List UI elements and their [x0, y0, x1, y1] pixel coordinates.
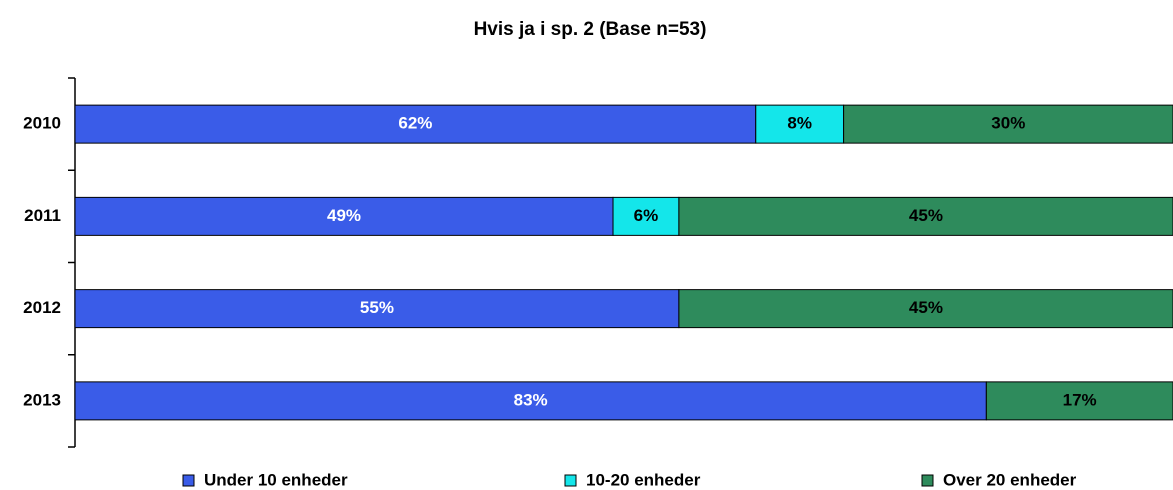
bar-segment — [612, 196, 680, 236]
data-label: 6% — [634, 206, 659, 225]
data-label: 55% — [360, 298, 394, 317]
data-label: 62% — [398, 114, 432, 133]
bar-segment — [985, 381, 1173, 421]
legend-swatch — [921, 474, 934, 487]
legend-swatch — [182, 474, 195, 487]
legend-label: 10-20 enheder — [586, 470, 701, 489]
legend-label: Under 10 enheder — [204, 470, 348, 489]
data-label: 83% — [514, 390, 548, 409]
data-label: 17% — [1063, 390, 1097, 409]
bar-segment — [74, 289, 680, 329]
y-tick-label: 2012 — [23, 298, 61, 317]
data-label: 8% — [787, 114, 812, 133]
chart-title: Hvis ja i sp. 2 (Base n=53) — [474, 19, 707, 40]
data-label: 49% — [327, 206, 361, 225]
y-tick-label: 2013 — [23, 390, 61, 409]
bar-segment — [678, 196, 1173, 236]
legend-label: Over 20 enheder — [943, 470, 1077, 489]
bar-segment — [74, 104, 757, 144]
legend-swatch — [564, 474, 577, 487]
bar-segment — [74, 196, 614, 236]
bar-segment — [678, 289, 1173, 329]
y-tick-label: 2011 — [24, 206, 61, 225]
bar-segment — [74, 381, 987, 421]
data-label: 45% — [909, 206, 943, 225]
data-label: 45% — [909, 298, 943, 317]
data-label: 30% — [991, 114, 1025, 133]
y-tick-label: 2010 — [23, 114, 61, 133]
